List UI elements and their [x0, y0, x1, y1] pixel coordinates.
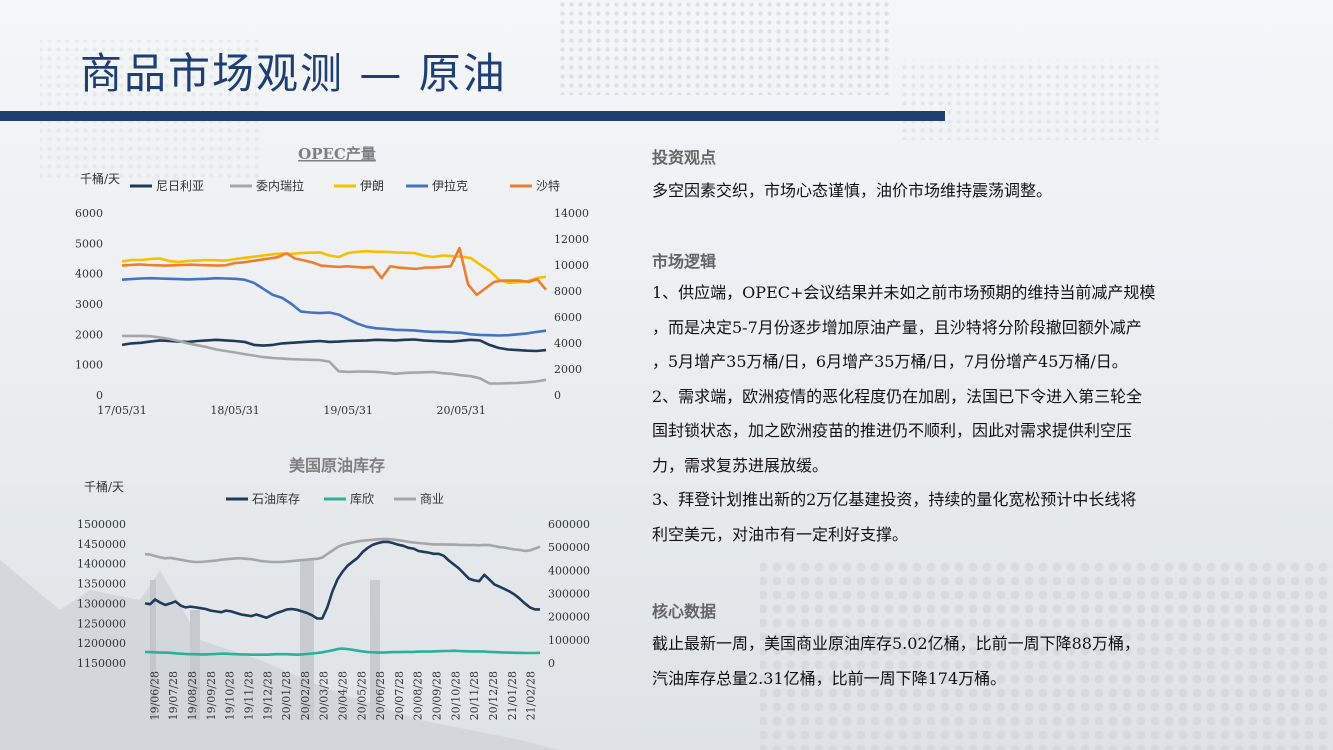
data-line: 汽油库存总量2.31亿桶，比前一周下降174万桶。 [652, 669, 1007, 688]
logic-line: 力，需求复苏进展放缓。 [652, 455, 829, 475]
logic-line: 国封锁状态，加之欧洲疫苗的推进仍不顺利，因此对需求提供利空压 [652, 421, 1133, 440]
logic-heading: 市场逻辑 [652, 252, 717, 271]
logic-line: ，而是决定5-7月份逐步增加原油产量，且沙特将分阶段撤回额外减产 [652, 317, 1142, 337]
data-text: 截止最新一周，美国商业原油库存5.02亿桶，比前一周下降88万桶， 汽油库存总量… [652, 626, 1272, 696]
view-text: 多空因素交织，市场心态谨慎，油价市场维持震荡调整。 [652, 181, 1053, 200]
market-logic-section: 市场逻辑 1、供应端，OPEC+会议结果并未如之前市场预期的维持当前减产规模 ，… [652, 248, 1272, 552]
logic-line: ，5月增产35万桶/日，6月增产35万桶/日，7月份增产45万桶/日。 [652, 352, 1128, 371]
view-heading: 投资观点 [652, 148, 717, 167]
logic-line: 1、供应端，OPEC+会议结果并未如之前市场预期的维持当前减产规模 [652, 283, 1156, 302]
page-title: 商品市场观测 — 原油 [80, 49, 507, 98]
logic-line: 利空美元，对油市有一定利好支撑。 [652, 524, 909, 544]
data-heading: 核心数据 [652, 602, 717, 621]
investment-view-section: 投资观点 多空因素交织，市场心态谨慎，油价市场维持震荡调整。 [652, 144, 1272, 208]
logic-text: 1、供应端，OPEC+会议结果并未如之前市场预期的维持当前减产规模 ，而是决定5… [652, 276, 1272, 552]
core-data-section: 核心数据 截止最新一周，美国商业原油库存5.02亿桶，比前一周下降88万桶， 汽… [652, 598, 1272, 696]
logic-line: 2、需求端，欧洲疫情的恶化程度仍在加剧，法国已下令进入第三轮全 [652, 386, 1143, 406]
logic-line: 3、拜登计划推出新的2万亿基建投资，持续的量化宽松预计中长线将 [652, 490, 1137, 509]
data-line: 截止最新一周，美国商业原油库存5.02亿桶，比前一周下降88万桶， [652, 634, 1140, 653]
title-underline [0, 111, 945, 121]
